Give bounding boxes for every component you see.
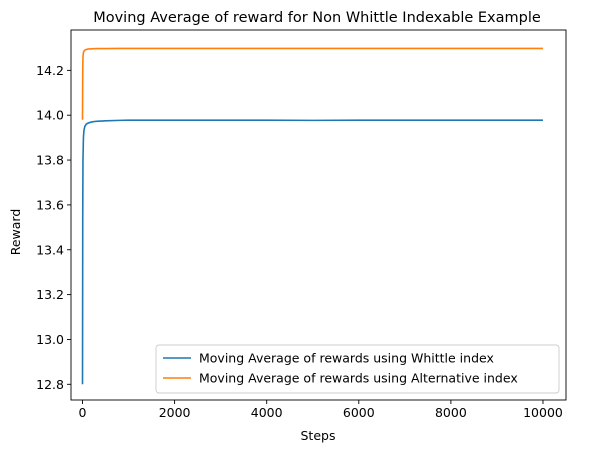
x-tick-label-4: 8000 [435,405,467,420]
plot-area [81,47,543,385]
legend-label-1: Moving Average of rewards using Alternat… [199,371,518,386]
y-tick-label-1: 13.0 [36,332,64,347]
plot-frame [70,29,567,401]
x-axis-label: Steps [301,428,336,443]
y-tick-label-2: 13.2 [36,287,64,302]
x-tick-label-5: 10000 [523,405,563,420]
y-tick-label-0: 12.8 [36,377,64,392]
chart-title: Moving Average of reward for Non Whittle… [93,10,541,26]
y-tick-label-5: 13.8 [36,153,64,168]
x-tick-label-3: 6000 [343,405,375,420]
y-tick-label-6: 14.0 [36,108,64,123]
x-tick-label-0: 0 [79,405,87,420]
chart-text: Moving Average of reward for Non Whittle… [8,10,541,443]
series-line-0 [81,119,543,385]
y-tick-label-3: 13.4 [36,242,64,257]
x-tick-label-2: 4000 [251,405,283,420]
legend-label-0: Moving Average of rewards using Whittle … [199,351,494,366]
series-line-1 [81,47,543,120]
axes: 0 2000 4000 6000 8000 10000 12.8 13.0 13.2 13.4 13… [36,29,567,420]
y-tick-label-7: 14.2 [36,63,64,78]
legend: Moving Average of rewards using Whittle … [155,344,560,394]
y-axis-label: Reward [8,209,23,256]
y-tick-label-4: 13.6 [36,197,64,212]
legend-box [155,344,560,394]
x-tick-label-1: 2000 [159,405,191,420]
